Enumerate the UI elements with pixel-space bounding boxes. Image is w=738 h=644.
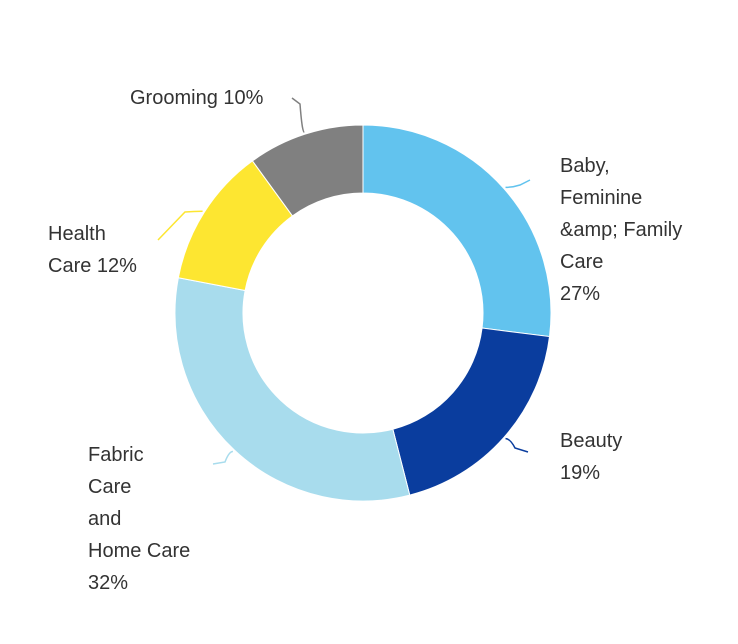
leader-lines-group bbox=[157, 97, 531, 465]
leader-grooming bbox=[291, 97, 306, 134]
slice-label-grooming: Grooming 10% bbox=[130, 87, 264, 109]
slice-label-baby-feminine-family-care: Baby, Feminine &amp; Family Care 27% bbox=[560, 155, 688, 305]
slices-group bbox=[174, 124, 552, 502]
slice-label-beauty: Beauty 19% bbox=[560, 430, 628, 484]
slice-label-fabric-home-care: Fabric Care and Home Care 32% bbox=[88, 444, 196, 594]
leader-health-care bbox=[157, 210, 203, 241]
leader-fabric-home-care bbox=[212, 450, 234, 465]
slice-fabric-home-care bbox=[174, 277, 411, 502]
slice-beauty bbox=[392, 327, 551, 496]
slice-label-health-care: Health Care 12% bbox=[48, 223, 137, 277]
slice-grooming bbox=[251, 124, 364, 217]
slice-baby-feminine-family-care bbox=[362, 124, 552, 338]
leader-baby-feminine-family-care bbox=[505, 179, 531, 189]
labels-group: Baby, Feminine &amp; Family Care 27% Bea… bbox=[48, 87, 688, 594]
leader-beauty bbox=[505, 437, 529, 453]
